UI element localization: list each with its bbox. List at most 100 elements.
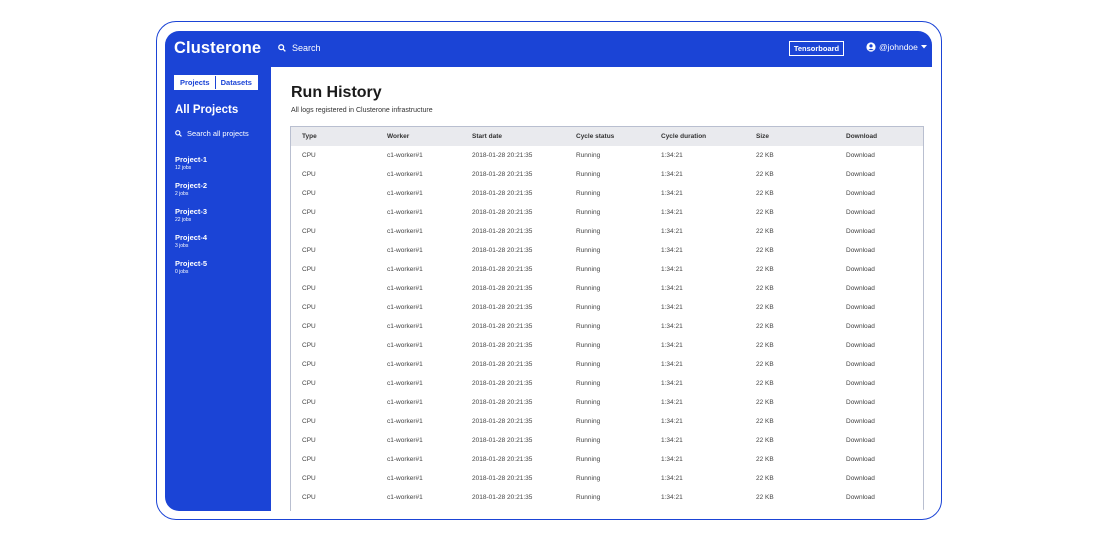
cell-download[interactable]: Download bbox=[846, 361, 875, 368]
column-header-start-date[interactable]: Start date bbox=[472, 133, 502, 140]
cell-download[interactable]: Download bbox=[846, 342, 875, 349]
table-row[interactable]: CPU c1-worker#1 2018-01-28 20:21:35 Running… bbox=[291, 298, 923, 317]
cell-download[interactable]: Download bbox=[846, 380, 875, 387]
cell-size: 22 KB bbox=[756, 209, 774, 216]
table-row[interactable]: CPU c1-worker#1 2018-01-28 20:21:35 Running… bbox=[291, 393, 923, 412]
cell-size: 22 KB bbox=[756, 361, 774, 368]
cell-cycle-duration: 1:34:21 bbox=[661, 152, 683, 159]
sidebar-item-project-3[interactable]: Project-3 22 jobs bbox=[175, 207, 207, 223]
cell-worker: c1-worker#1 bbox=[387, 380, 423, 387]
sidebar-item-project-1[interactable]: Project-1 12 jobs bbox=[175, 155, 207, 171]
global-search[interactable]: Search bbox=[278, 43, 321, 53]
cell-download[interactable]: Download bbox=[846, 323, 875, 330]
cell-download[interactable]: Download bbox=[846, 456, 875, 463]
table-row[interactable]: CPU c1-worker#1 2018-01-28 20:21:35 Running… bbox=[291, 165, 923, 184]
cell-download[interactable]: Download bbox=[846, 228, 875, 235]
cell-download[interactable]: Download bbox=[846, 418, 875, 425]
cell-cycle-duration: 1:34:21 bbox=[661, 399, 683, 406]
app-window: Clusterone Search Tensorboard @johndoe P… bbox=[165, 31, 932, 511]
cell-start-date: 2018-01-28 20:21:35 bbox=[472, 171, 533, 178]
tensorboard-button[interactable]: Tensorboard bbox=[789, 41, 844, 56]
cell-download[interactable]: Download bbox=[846, 209, 875, 216]
cell-size: 22 KB bbox=[756, 475, 774, 482]
table-row[interactable]: CPU c1-worker#1 2018-01-28 20:21:35 Running… bbox=[291, 317, 923, 336]
cell-start-date: 2018-01-28 20:21:35 bbox=[472, 456, 533, 463]
table-row[interactable]: CPU c1-worker#1 2018-01-28 20:21:35 Running… bbox=[291, 469, 923, 488]
cell-worker: c1-worker#1 bbox=[387, 285, 423, 292]
project-name: Project-3 bbox=[175, 207, 208, 216]
cell-download[interactable]: Download bbox=[846, 190, 875, 197]
table-row[interactable]: CPU c1-worker#1 2018-01-28 20:21:35 Running… bbox=[291, 241, 923, 260]
cell-type: CPU bbox=[302, 437, 316, 444]
cell-size: 22 KB bbox=[756, 399, 774, 406]
cell-type: CPU bbox=[302, 418, 316, 425]
sidebar-item-project-2[interactable]: Project-2 2 jobs bbox=[175, 181, 207, 197]
sidebar-item-project-5[interactable]: Project-5 0 jobs bbox=[175, 259, 207, 275]
sidebar-item-project-4[interactable]: Project-4 3 jobs bbox=[175, 233, 207, 249]
table-row[interactable]: CPU c1-worker#1 2018-01-28 20:21:35 Running… bbox=[291, 222, 923, 241]
table-body: CPU c1-worker#1 2018-01-28 20:21:35 Running… bbox=[291, 146, 923, 507]
column-header-size[interactable]: Size bbox=[756, 133, 770, 140]
cell-start-date: 2018-01-28 20:21:35 bbox=[472, 266, 533, 273]
table-row[interactable]: CPU c1-worker#1 2018-01-28 20:21:35 Running… bbox=[291, 488, 923, 507]
column-header-type[interactable]: Type bbox=[302, 133, 317, 140]
table-row[interactable]: CPU c1-worker#1 2018-01-28 20:21:35 Running… bbox=[291, 412, 923, 431]
cell-start-date: 2018-01-28 20:21:35 bbox=[472, 152, 533, 159]
cell-download[interactable]: Download bbox=[846, 171, 875, 178]
sidebar-title: All Projects bbox=[175, 104, 239, 116]
table-row[interactable]: CPU c1-worker#1 2018-01-28 20:21:35 Running… bbox=[291, 431, 923, 450]
cell-worker: c1-worker#1 bbox=[387, 171, 423, 178]
cell-type: CPU bbox=[302, 399, 316, 406]
user-menu[interactable]: @johndoe bbox=[866, 42, 927, 52]
table-row[interactable]: CPU c1-worker#1 2018-01-28 20:21:35 Running… bbox=[291, 184, 923, 203]
cell-download[interactable]: Download bbox=[846, 399, 875, 406]
cell-type: CPU bbox=[302, 342, 316, 349]
tab-projects[interactable]: Projects bbox=[180, 78, 210, 87]
brand-logo[interactable]: Clusterone bbox=[174, 39, 262, 57]
cell-download[interactable]: Download bbox=[846, 285, 875, 292]
project-search[interactable]: Search all projects bbox=[175, 129, 249, 138]
project-name: Project-2 bbox=[175, 181, 208, 190]
cell-start-date: 2018-01-28 20:21:35 bbox=[472, 494, 533, 501]
table-row[interactable]: CPU c1-worker#1 2018-01-28 20:21:35 Running… bbox=[291, 279, 923, 298]
column-header-worker[interactable]: Worker bbox=[387, 133, 410, 140]
cell-worker: c1-worker#1 bbox=[387, 361, 423, 368]
cell-type: CPU bbox=[302, 190, 316, 197]
table-row[interactable]: CPU c1-worker#1 2018-01-28 20:21:35 Running… bbox=[291, 450, 923, 469]
cell-size: 22 KB bbox=[756, 380, 774, 387]
table-row[interactable]: CPU c1-worker#1 2018-01-28 20:21:35 Running… bbox=[291, 260, 923, 279]
cell-cycle-duration: 1:34:21 bbox=[661, 304, 683, 311]
cell-worker: c1-worker#1 bbox=[387, 475, 423, 482]
cell-cycle-duration: 1:34:21 bbox=[661, 209, 683, 216]
table-row[interactable]: CPU c1-worker#1 2018-01-28 20:21:35 Running… bbox=[291, 146, 923, 165]
cell-start-date: 2018-01-28 20:21:35 bbox=[472, 209, 533, 216]
cell-worker: c1-worker#1 bbox=[387, 266, 423, 273]
cell-download[interactable]: Download bbox=[846, 475, 875, 482]
column-header-cycle-status[interactable]: Cycle status bbox=[576, 133, 615, 140]
cell-download[interactable]: Download bbox=[846, 494, 875, 501]
cell-cycle-status: Running bbox=[576, 152, 601, 159]
cell-cycle-status: Running bbox=[576, 304, 601, 311]
table-row[interactable]: CPU c1-worker#1 2018-01-28 20:21:35 Running… bbox=[291, 336, 923, 355]
table-row[interactable]: CPU c1-worker#1 2018-01-28 20:21:35 Running… bbox=[291, 374, 923, 393]
cell-download[interactable]: Download bbox=[846, 266, 875, 273]
cell-cycle-duration: 1:34:21 bbox=[661, 266, 683, 273]
cell-type: CPU bbox=[302, 494, 316, 501]
cell-size: 22 KB bbox=[756, 266, 774, 273]
project-jobs: 22 jobs bbox=[175, 217, 192, 223]
cell-download[interactable]: Download bbox=[846, 152, 875, 159]
global-search-label: Search bbox=[292, 43, 321, 53]
table-row[interactable]: CPU c1-worker#1 2018-01-28 20:21:35 Running… bbox=[291, 355, 923, 374]
project-search-label: Search all projects bbox=[187, 129, 249, 138]
cell-start-date: 2018-01-28 20:21:35 bbox=[472, 475, 533, 482]
cell-worker: c1-worker#1 bbox=[387, 247, 423, 254]
table-row[interactable]: CPU c1-worker#1 2018-01-28 20:21:35 Running… bbox=[291, 203, 923, 222]
cell-cycle-status: Running bbox=[576, 380, 601, 387]
tab-datasets[interactable]: Datasets bbox=[214, 76, 257, 89]
cell-download[interactable]: Download bbox=[846, 437, 875, 444]
column-header-download[interactable]: Download bbox=[846, 133, 878, 140]
cell-download[interactable]: Download bbox=[846, 247, 875, 254]
cell-start-date: 2018-01-28 20:21:35 bbox=[472, 285, 533, 292]
column-header-cycle-duration[interactable]: Cycle duration bbox=[661, 133, 707, 140]
cell-download[interactable]: Download bbox=[846, 304, 875, 311]
